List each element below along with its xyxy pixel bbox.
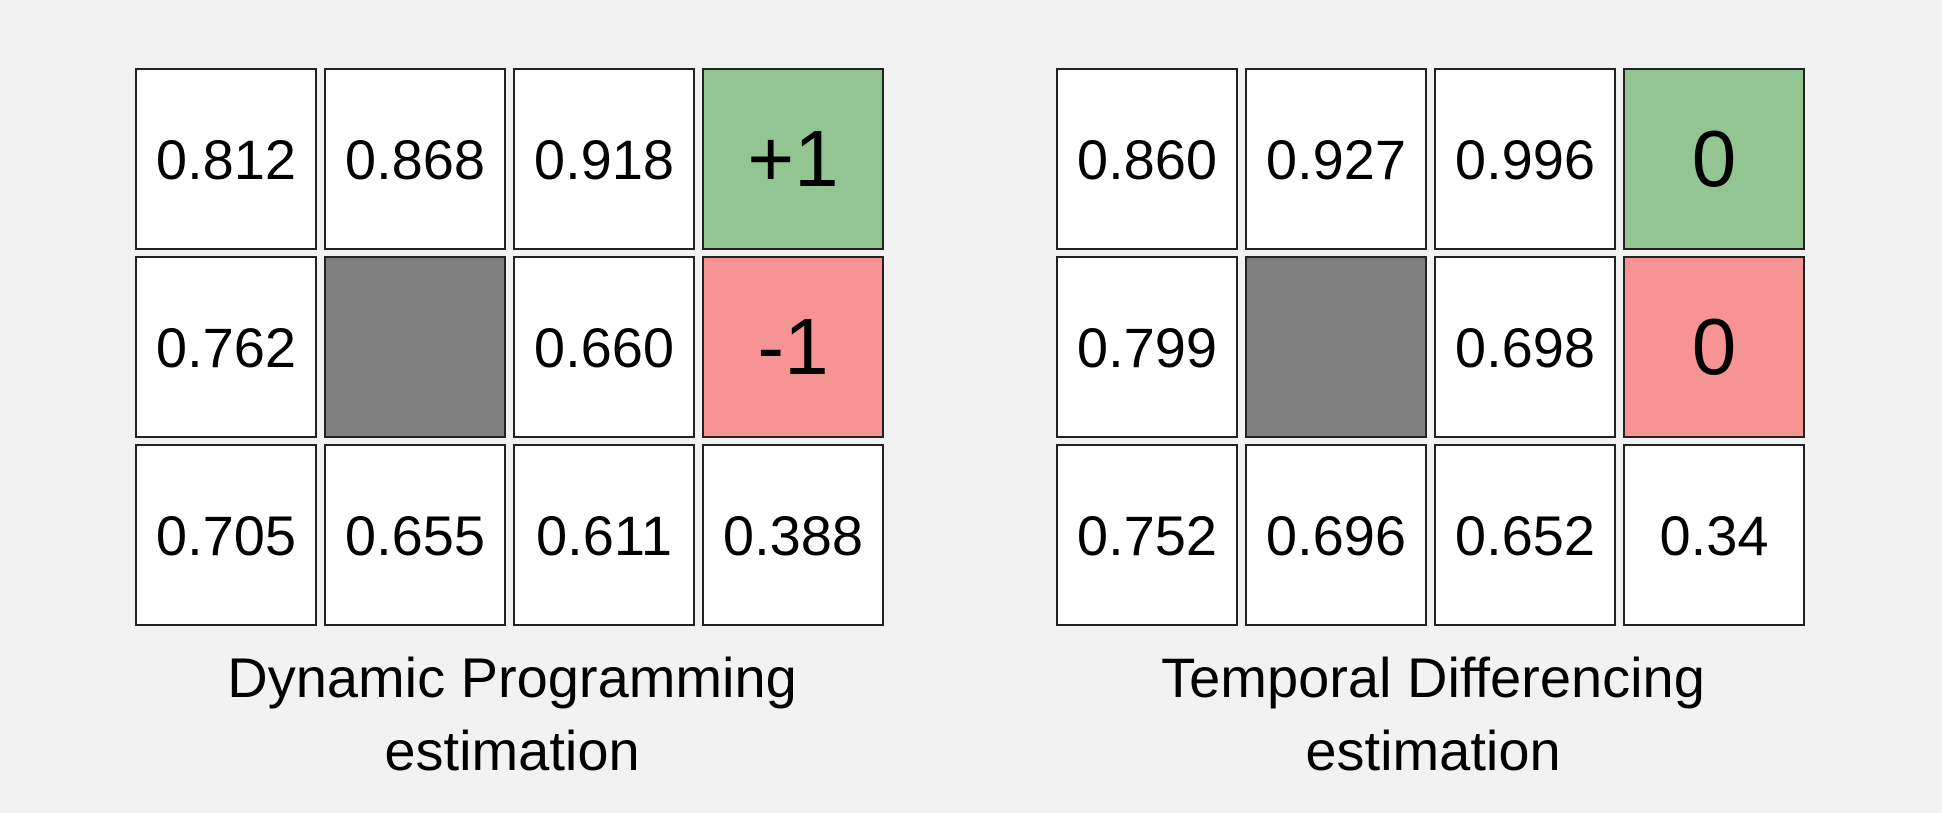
dp-cell-r1c3: 0.918 — [513, 68, 695, 250]
td-caption: Temporal Differencing estimation — [1056, 641, 1810, 787]
dp-caption-line1: Dynamic Programming — [227, 646, 797, 709]
td-goal-cell: 0 — [1623, 68, 1805, 250]
td-wall-cell — [1245, 256, 1427, 438]
dp-wall-cell — [324, 256, 506, 438]
td-cell-r3c4: 0.34 — [1623, 444, 1805, 626]
dp-cell-r3c1: 0.705 — [135, 444, 317, 626]
dp-cell-r2c1: 0.762 — [135, 256, 317, 438]
td-cell-r3c1: 0.752 — [1056, 444, 1238, 626]
dp-cell-r3c4: 0.388 — [702, 444, 884, 626]
dp-cell-r1c2: 0.868 — [324, 68, 506, 250]
dp-cell-r3c2: 0.655 — [324, 444, 506, 626]
td-caption-line1: Temporal Differencing — [1161, 646, 1705, 709]
dp-cell-r3c3: 0.611 — [513, 444, 695, 626]
td-gridworld: 0.860 0.927 0.996 0 0.799 0.698 0 0.752 … — [1056, 68, 1810, 626]
td-panel: 0.860 0.927 0.996 0 0.799 0.698 0 0.752 … — [1056, 68, 1810, 787]
td-cell-r2c3: 0.698 — [1434, 256, 1616, 438]
td-trap-cell: 0 — [1623, 256, 1805, 438]
td-cell-r3c2: 0.696 — [1245, 444, 1427, 626]
dp-trap-cell: -1 — [702, 256, 884, 438]
td-cell-r1c2: 0.927 — [1245, 68, 1427, 250]
td-caption-line2: estimation — [1305, 719, 1561, 782]
dp-goal-cell: +1 — [702, 68, 884, 250]
dp-cell-r1c1: 0.812 — [135, 68, 317, 250]
td-cell-r1c1: 0.860 — [1056, 68, 1238, 250]
dp-caption-line2: estimation — [384, 719, 640, 782]
dp-caption: Dynamic Programming estimation — [135, 641, 889, 787]
td-cell-r2c1: 0.799 — [1056, 256, 1238, 438]
td-cell-r3c3: 0.652 — [1434, 444, 1616, 626]
td-cell-r1c3: 0.996 — [1434, 68, 1616, 250]
dp-panel: 0.812 0.868 0.918 +1 0.762 0.660 -1 0.70… — [135, 68, 889, 787]
dp-gridworld: 0.812 0.868 0.918 +1 0.762 0.660 -1 0.70… — [135, 68, 889, 626]
dp-cell-r2c3: 0.660 — [513, 256, 695, 438]
